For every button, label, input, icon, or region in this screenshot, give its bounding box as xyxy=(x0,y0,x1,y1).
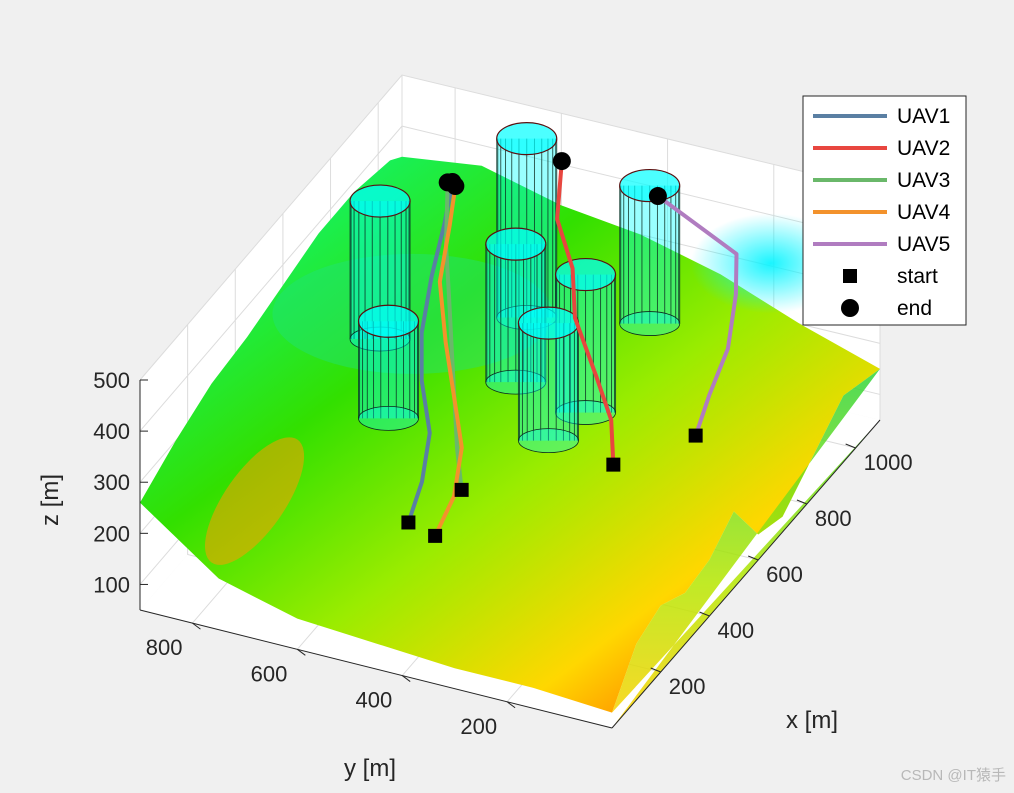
cylinder-cap xyxy=(357,304,420,338)
legend-start-marker xyxy=(843,269,857,283)
legend: UAV1 UAV2 UAV3 UAV4 UAV5 start end xyxy=(802,95,967,326)
x-tick-label: 400 xyxy=(717,618,754,643)
uav-markers xyxy=(401,152,703,543)
legend-label: UAV4 xyxy=(897,201,951,224)
legend-label: UAV5 xyxy=(897,233,950,256)
y-tick xyxy=(192,622,201,630)
cylinder-base xyxy=(358,405,419,431)
x-tick-label: 1000 xyxy=(864,450,913,475)
legend-label: end xyxy=(897,297,932,320)
path-uav1 xyxy=(406,179,455,525)
legend-entry-uav3: UAV3 xyxy=(813,169,950,192)
cylinder-obstacles xyxy=(349,121,681,454)
path-uav5 xyxy=(655,194,739,438)
x-axis-line xyxy=(611,419,881,729)
legend-entry-uav2: UAV2 xyxy=(813,137,950,160)
x-tick xyxy=(845,443,856,449)
cylinder-cap xyxy=(517,306,580,340)
y-tick-label: 400 xyxy=(356,688,393,713)
start-marker-uav4 xyxy=(428,528,443,543)
cylinder-obstacle xyxy=(517,306,580,454)
watermark: CSDN @IT猿手 xyxy=(900,767,1006,784)
cylinder-obstacle xyxy=(619,168,681,336)
x-tick-label: 200 xyxy=(669,674,706,699)
end-marker-uav2 xyxy=(552,152,571,171)
z-tick-label: 500 xyxy=(93,368,130,393)
cylinder-base xyxy=(485,369,547,395)
legend-entry-uav4: UAV4 xyxy=(813,201,951,224)
cylinder-base xyxy=(619,311,681,336)
x-tick xyxy=(650,667,661,673)
end-marker-uav5 xyxy=(648,187,667,206)
z-tick-label: 100 xyxy=(93,572,130,597)
z-tick-label: 200 xyxy=(93,521,130,546)
tick-labels: 200 400 600 800 1000 200 400 600 800 100 200 300 400… xyxy=(37,368,913,782)
legend-end-marker xyxy=(841,299,859,317)
y-tick-label: 800 xyxy=(146,635,183,660)
cylinder-cap xyxy=(349,184,411,218)
z-tick-label: 400 xyxy=(93,419,130,444)
start-marker-uav2 xyxy=(606,457,621,472)
legend-label: UAV1 xyxy=(897,105,950,128)
legend-label: UAV3 xyxy=(897,169,950,192)
legend-entry-uav1: UAV1 xyxy=(813,105,950,128)
y-tick xyxy=(401,675,411,682)
x-axis-title: x [m] xyxy=(786,707,838,734)
y-tick xyxy=(506,701,516,709)
terrain-surface xyxy=(140,156,880,728)
terrain-top xyxy=(140,156,880,713)
start-marker-uav3 xyxy=(454,482,469,497)
legend-label: UAV2 xyxy=(897,137,950,160)
cylinder-base xyxy=(518,428,579,454)
terrain-ridge xyxy=(204,437,305,565)
y-axis-line xyxy=(139,609,613,729)
legend-label: start xyxy=(897,265,938,288)
x-tick xyxy=(747,555,759,561)
end-marker-uav4 xyxy=(446,177,465,196)
y-axis-title: y [m] xyxy=(344,755,396,782)
path-uav2 xyxy=(555,159,616,467)
y-tick-label: 600 xyxy=(251,661,288,686)
z-tick-label: 300 xyxy=(93,470,130,495)
y-tick xyxy=(297,648,306,656)
legend-entry-start: start xyxy=(843,265,938,288)
x-tick-label: 600 xyxy=(766,562,803,587)
terrain-front-slope xyxy=(612,368,880,728)
start-marker-uav5 xyxy=(688,428,703,443)
x-tick xyxy=(699,611,710,617)
x-tick xyxy=(796,499,808,505)
cylinder-cap xyxy=(485,227,547,261)
y-tick-label: 200 xyxy=(460,714,497,739)
cylinder-obstacle xyxy=(357,304,420,431)
x-tick-label: 800 xyxy=(815,506,852,531)
z-axis-title: z [m] xyxy=(37,474,64,526)
start-marker-uav1 xyxy=(401,515,416,530)
legend-entry-end: end xyxy=(841,297,932,320)
cylinder-cap xyxy=(496,121,558,156)
cylinder-base xyxy=(555,400,616,425)
cylinder-cap xyxy=(554,257,617,292)
legend-entry-uav5: UAV5 xyxy=(813,233,950,256)
